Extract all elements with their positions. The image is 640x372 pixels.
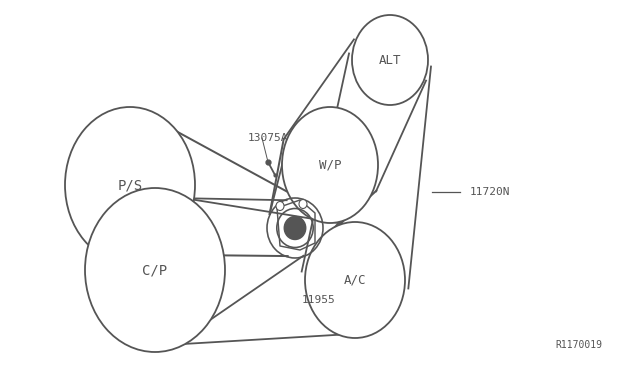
Ellipse shape [305,222,405,338]
Ellipse shape [352,15,428,105]
Ellipse shape [276,202,284,211]
Ellipse shape [85,188,225,352]
Text: 11955: 11955 [302,295,336,305]
Text: C/P: C/P [143,263,168,277]
Text: 11720N: 11720N [470,187,511,197]
Ellipse shape [282,107,378,223]
Text: 13075A: 13075A [248,133,289,143]
Text: R1170019: R1170019 [555,340,602,350]
Ellipse shape [284,217,306,240]
Ellipse shape [299,199,307,208]
Text: ALT: ALT [379,54,401,67]
Text: A/C: A/C [344,273,366,286]
Text: W/P: W/P [319,158,341,171]
Ellipse shape [65,107,195,263]
Text: P/S: P/S [117,178,143,192]
